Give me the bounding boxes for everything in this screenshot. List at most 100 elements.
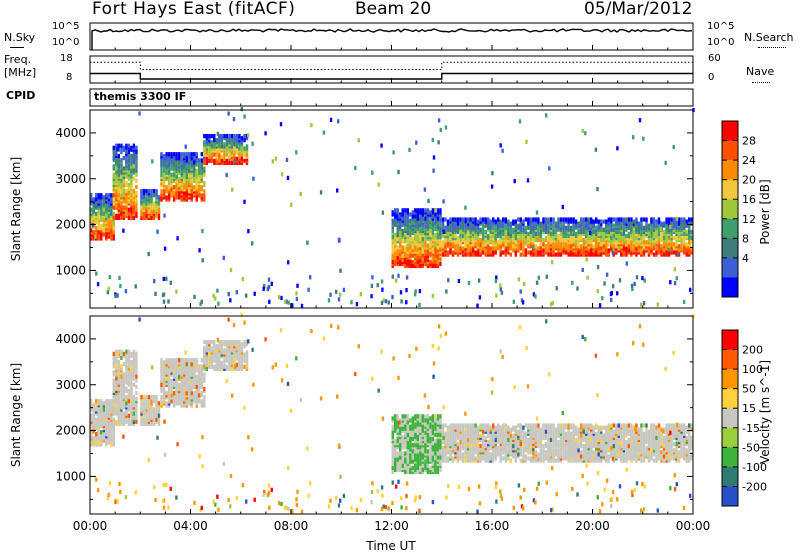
- velocity-cell: [394, 457, 397, 462]
- power-cell: [592, 219, 595, 224]
- power-cell: [406, 249, 409, 254]
- velocity-cell: [421, 449, 424, 454]
- velocity-cell: [165, 391, 168, 396]
- power-cell: [466, 240, 470, 245]
- power-cell: [409, 212, 412, 217]
- power-cell: [683, 240, 686, 245]
- velocity-cell: [175, 401, 178, 406]
- power-cell: [240, 107, 243, 112]
- power-cell: [230, 150, 234, 155]
- power-cell: [459, 217, 462, 222]
- velocity-cell: [233, 352, 236, 357]
- power-cell: [574, 236, 578, 241]
- velocity-cell: [431, 461, 435, 466]
- power-cell: [552, 217, 555, 222]
- power-cell: [414, 241, 417, 246]
- power-cell: [150, 189, 153, 194]
- power-cell: [310, 123, 313, 128]
- power-cell: [605, 219, 608, 224]
- power-cell: [116, 293, 119, 298]
- power-cell: [683, 217, 686, 222]
- power-cell: [521, 300, 525, 305]
- velocity-cell: [95, 399, 98, 404]
- power-cell: [235, 290, 238, 295]
- power-cell: [657, 240, 661, 245]
- power-cell: [610, 217, 613, 222]
- power-cell: [394, 233, 397, 238]
- power-cell: [198, 187, 201, 192]
- velocity-cell: [203, 395, 206, 400]
- velocity-cell: [117, 419, 120, 424]
- power-cell: [195, 168, 198, 173]
- velocity-cell: [92, 421, 95, 426]
- velocity-cell: [210, 346, 213, 351]
- power-cell: [132, 209, 136, 214]
- power-cell: [579, 252, 583, 257]
- power-cell: [145, 205, 148, 210]
- power-cell: [502, 236, 505, 241]
- power-cell: [504, 248, 507, 253]
- velocity-cell: [228, 354, 231, 359]
- velocity-cell: [188, 370, 191, 375]
- power-cell: [102, 224, 105, 229]
- power-cell: [429, 233, 432, 238]
- power-cell: [461, 217, 465, 222]
- velocity-cell: [185, 387, 188, 392]
- power-cell: [582, 246, 585, 251]
- power-cell: [522, 252, 525, 257]
- power-cell: [645, 219, 648, 224]
- power-cell: [199, 301, 202, 306]
- power-cell: [612, 233, 615, 239]
- power-cell: [414, 289, 417, 294]
- velocity-cell: [162, 382, 166, 387]
- power-cell: [476, 223, 480, 228]
- power-cell: [177, 152, 181, 157]
- power-cell: [507, 242, 510, 247]
- power-cell: [451, 240, 455, 245]
- power-cell: [280, 172, 284, 177]
- power-cell: [539, 236, 543, 241]
- power-cell: [680, 238, 683, 243]
- power-cells: [90, 107, 695, 308]
- power-cell: [509, 252, 512, 257]
- power-cell: [635, 217, 638, 222]
- velocity-cell: [200, 372, 203, 377]
- power-cell: [444, 236, 447, 241]
- power-cell: [469, 217, 472, 222]
- velocity-cell: [145, 419, 148, 424]
- power-cell: [602, 227, 605, 232]
- power-cell: [607, 229, 610, 234]
- power-cell: [642, 225, 646, 230]
- velocity-cell: [183, 397, 186, 402]
- power-cell: [213, 134, 216, 139]
- velocity-cell: [223, 358, 226, 363]
- power-cell: [617, 223, 620, 228]
- velocity-cell: [142, 421, 146, 426]
- velocity-cell: [200, 368, 203, 373]
- power-cell: [439, 235, 442, 240]
- velocity-cell: [441, 446, 445, 451]
- velocity-cell: [429, 416, 432, 421]
- power-cell: [600, 236, 603, 241]
- power-cell: [95, 219, 98, 225]
- power-cell: [296, 283, 299, 288]
- power-cell: [451, 217, 455, 222]
- y-tick-label: 1000: [55, 263, 86, 277]
- power-cell: [640, 302, 643, 307]
- velocity-cell: [208, 352, 211, 357]
- power-cell: [406, 222, 409, 227]
- velocity-cell: [170, 393, 173, 398]
- velocity-cell: [152, 411, 156, 416]
- power-cell: [647, 252, 651, 257]
- power-cell: [534, 219, 538, 224]
- power-cell: [587, 252, 590, 257]
- velocity-cell: [406, 428, 409, 433]
- power-cell: [464, 223, 467, 228]
- power-cell: [431, 230, 435, 236]
- power-cell: [487, 223, 490, 228]
- power-cell: [180, 156, 183, 161]
- power-cell: [557, 236, 560, 241]
- power-cell: [519, 223, 522, 228]
- power-cell: [590, 250, 593, 255]
- power-cell: [507, 236, 510, 241]
